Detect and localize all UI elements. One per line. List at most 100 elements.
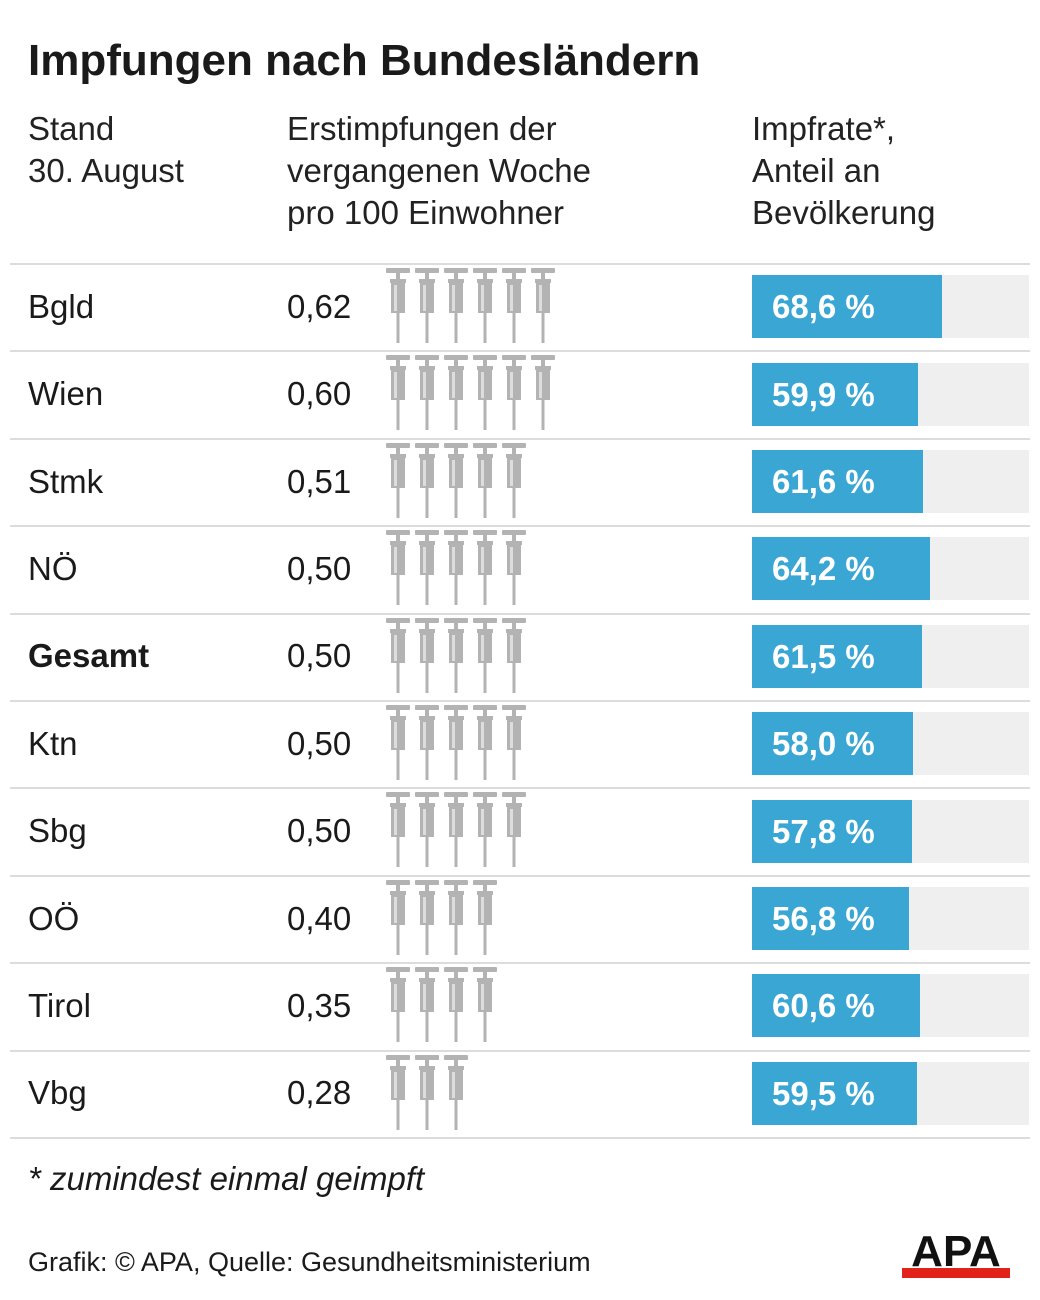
syringe-icon (473, 268, 497, 343)
vaccination-bar (752, 275, 943, 339)
vaccination-bar (752, 1061, 917, 1125)
row-label: Ktn (28, 724, 78, 762)
weekly-rate-value: 0,60 (287, 375, 352, 413)
vaccination-bar (752, 974, 920, 1038)
syringe-icon (444, 879, 468, 955)
syringe-icon (473, 792, 497, 868)
syringe-icon (444, 792, 468, 868)
syringe-icon (415, 355, 439, 431)
syringe-icon-row (386, 792, 526, 868)
syringe-icon (386, 879, 410, 955)
apa-logo-stripe (902, 1268, 1010, 1278)
vaccination-rate-label: 58,0 % (772, 725, 875, 763)
syringe-icon-row (386, 705, 526, 780)
syringe-icon (473, 530, 497, 606)
footnote: * zumindest einmal geimpft (28, 1160, 425, 1197)
syringe-icon (386, 617, 410, 693)
header-vaccination-rate: Impfrate*, Anteil an Bevölkerung (752, 110, 936, 231)
syringe-icon (444, 617, 468, 693)
vaccination-rate-label: 59,9 % (772, 375, 875, 413)
syringe-icon (531, 268, 555, 343)
vaccination-bar-track: 57,8 % (752, 799, 1029, 863)
vaccination-bar (752, 712, 913, 776)
vaccination-bar-track: 59,5 % (752, 1061, 1029, 1125)
syringe-icon (473, 967, 497, 1043)
row-label: Gesamt (28, 637, 150, 675)
weekly-rate-value: 0,40 (287, 899, 352, 937)
weekly-rate-value: 0,28 (287, 1074, 352, 1112)
row-divider (10, 437, 1030, 440)
syringe-icon (473, 617, 497, 693)
syringe-icon (531, 355, 555, 431)
row-divider (10, 1049, 1030, 1052)
syringe-icon (386, 442, 410, 518)
weekly-rate-value: 0,62 (287, 287, 352, 325)
syringe-icon (502, 442, 526, 518)
vaccination-bar (752, 624, 923, 688)
weekly-rate-value: 0,50 (287, 724, 352, 762)
syringe-icon (473, 879, 497, 955)
syringe-icon (386, 705, 410, 780)
vaccination-rate-label: 60,6 % (772, 987, 875, 1025)
row-label: NÖ (28, 549, 78, 587)
vaccination-rate-label: 68,6 % (772, 288, 875, 326)
syringe-icon (502, 705, 526, 780)
vaccination-bar-track: 56,8 % (752, 887, 1029, 950)
syringe-icon-row (386, 879, 497, 955)
row-label: OÖ (28, 899, 80, 937)
row-divider (10, 1137, 1030, 1139)
syringe-icon (444, 268, 468, 343)
syringe-icon-row (386, 1054, 468, 1130)
row-divider (10, 700, 1030, 702)
chart-title: Impfungen nach Bundesländern (28, 36, 701, 85)
row-divider (10, 962, 1030, 965)
syringe-icon (502, 355, 526, 431)
row-divider (10, 612, 1030, 615)
weekly-rate-value: 0,50 (287, 549, 352, 587)
row-divider (10, 350, 1030, 353)
vaccination-bar-track: 61,6 % (752, 450, 1029, 513)
syringe-icon (415, 967, 439, 1043)
syringe-icon (415, 617, 439, 693)
vaccination-bar (752, 887, 910, 950)
vaccination-bar-track: 64,2 % (752, 537, 1029, 601)
syringe-icon (444, 705, 468, 780)
row-label: Vbg (28, 1074, 87, 1112)
vaccination-rate-label: 56,8 % (772, 900, 875, 937)
syringe-icon-row (386, 617, 526, 693)
syringe-icon-row (386, 442, 526, 518)
vaccination-rate-label: 61,6 % (772, 463, 875, 500)
vaccination-bar (752, 537, 930, 601)
row-divider (10, 874, 1030, 877)
syringe-icon-row (386, 530, 526, 606)
header-weekly-rate: Erstimpfungen der vergangenen Woche pro … (287, 110, 591, 231)
weekly-rate-value: 0,35 (287, 986, 352, 1024)
syringe-icon (444, 355, 468, 431)
syringe-icon (386, 355, 410, 431)
syringe-icon (386, 268, 410, 343)
row-divider (10, 263, 1030, 265)
syringe-icon (386, 792, 410, 868)
weekly-rate-value: 0,51 (287, 462, 352, 500)
vaccination-rate-label: 64,2 % (772, 550, 875, 588)
syringe-icon (415, 792, 439, 868)
syringe-icon (473, 705, 497, 780)
vaccination-bar-track: 61,5 % (752, 624, 1029, 688)
syringe-icon (502, 617, 526, 693)
vaccination-rate-label: 57,8 % (772, 812, 875, 850)
vaccination-bar (752, 799, 913, 863)
syringe-icon (386, 530, 410, 606)
vaccination-bar-track: 58,0 % (752, 712, 1029, 776)
syringe-icon (502, 792, 526, 868)
syringe-icon (415, 268, 439, 343)
syringe-icon-row (386, 355, 555, 431)
source-credit: Grafik: © APA, Quelle: Gesundheitsminist… (28, 1247, 591, 1277)
syringe-icon (415, 879, 439, 955)
syringe-icon (473, 442, 497, 518)
syringe-icon (444, 442, 468, 518)
weekly-rate-value: 0,50 (287, 637, 352, 675)
syringe-icon (444, 1054, 468, 1130)
row-label: Bgld (28, 287, 95, 325)
syringe-icon (473, 355, 497, 431)
row-label: Tirol (28, 986, 91, 1024)
